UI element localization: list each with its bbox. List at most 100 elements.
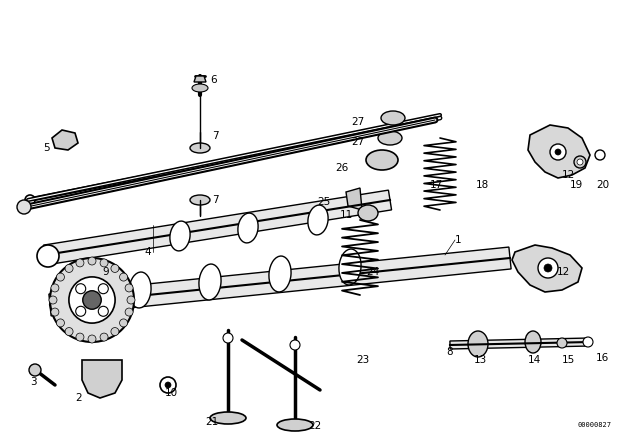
Polygon shape	[194, 76, 206, 82]
Text: 21: 21	[205, 417, 218, 427]
Circle shape	[51, 308, 59, 316]
Text: 27: 27	[352, 137, 365, 147]
Circle shape	[165, 382, 171, 388]
Circle shape	[111, 327, 119, 336]
Circle shape	[37, 245, 59, 267]
Polygon shape	[49, 247, 511, 316]
Circle shape	[538, 258, 558, 278]
Circle shape	[65, 327, 73, 336]
Text: 14: 14	[528, 355, 541, 365]
Text: 15: 15	[562, 355, 575, 365]
Circle shape	[595, 150, 605, 160]
Circle shape	[17, 200, 31, 214]
Ellipse shape	[525, 331, 541, 353]
Circle shape	[100, 259, 108, 267]
Ellipse shape	[468, 331, 488, 357]
Circle shape	[51, 284, 59, 292]
Circle shape	[120, 319, 127, 327]
Circle shape	[120, 273, 127, 281]
Text: 17: 17	[430, 180, 444, 190]
Polygon shape	[528, 125, 590, 178]
Ellipse shape	[277, 419, 313, 431]
Circle shape	[160, 377, 176, 393]
Text: 18: 18	[476, 180, 489, 190]
Text: 12: 12	[562, 170, 575, 180]
Circle shape	[223, 333, 233, 343]
Text: 22: 22	[308, 421, 321, 431]
Circle shape	[577, 159, 583, 165]
Polygon shape	[82, 360, 122, 398]
Circle shape	[76, 306, 86, 316]
Text: 2: 2	[75, 393, 82, 403]
Circle shape	[25, 195, 35, 205]
Ellipse shape	[199, 264, 221, 300]
Polygon shape	[44, 190, 392, 265]
Polygon shape	[512, 245, 582, 292]
Ellipse shape	[358, 205, 378, 221]
Circle shape	[550, 144, 566, 160]
Ellipse shape	[269, 256, 291, 292]
Ellipse shape	[366, 150, 398, 170]
Text: 16: 16	[596, 353, 609, 363]
Circle shape	[56, 273, 65, 281]
Ellipse shape	[381, 111, 405, 125]
Polygon shape	[450, 338, 590, 349]
Circle shape	[125, 284, 133, 292]
Ellipse shape	[190, 143, 210, 153]
Circle shape	[127, 296, 135, 304]
Text: 6: 6	[210, 75, 216, 85]
Text: 4: 4	[145, 247, 151, 257]
Ellipse shape	[190, 195, 210, 205]
Circle shape	[544, 264, 552, 272]
Circle shape	[557, 338, 567, 348]
Text: 27: 27	[352, 117, 365, 127]
Circle shape	[29, 364, 41, 376]
Circle shape	[76, 259, 84, 267]
Text: 23: 23	[356, 355, 369, 365]
Text: 20: 20	[596, 180, 609, 190]
Circle shape	[583, 337, 593, 347]
Ellipse shape	[378, 131, 402, 145]
Ellipse shape	[129, 272, 151, 308]
Ellipse shape	[170, 221, 190, 251]
Circle shape	[83, 291, 101, 309]
Text: 11: 11	[340, 210, 353, 220]
Text: 7: 7	[212, 131, 219, 141]
Circle shape	[111, 264, 119, 272]
Circle shape	[76, 333, 84, 341]
Text: 26: 26	[335, 163, 348, 173]
Ellipse shape	[238, 213, 258, 243]
Circle shape	[65, 264, 73, 272]
Text: 24: 24	[366, 267, 380, 277]
Text: 5: 5	[44, 143, 50, 153]
Circle shape	[56, 319, 65, 327]
Text: 00000827: 00000827	[577, 422, 611, 428]
Text: 25: 25	[317, 197, 330, 207]
Ellipse shape	[308, 205, 328, 235]
Polygon shape	[346, 188, 362, 210]
Circle shape	[555, 149, 561, 155]
Ellipse shape	[339, 249, 361, 285]
Ellipse shape	[210, 412, 246, 424]
Circle shape	[574, 156, 586, 168]
Text: 8: 8	[446, 347, 452, 357]
Circle shape	[50, 258, 134, 342]
Ellipse shape	[192, 84, 208, 92]
Circle shape	[88, 257, 96, 265]
Circle shape	[100, 333, 108, 341]
Circle shape	[88, 335, 96, 343]
Circle shape	[125, 308, 133, 316]
Text: 1: 1	[455, 235, 461, 245]
Text: 7: 7	[212, 195, 219, 205]
Polygon shape	[52, 130, 78, 150]
Text: 3: 3	[30, 377, 36, 387]
Circle shape	[49, 296, 57, 304]
Text: 13: 13	[474, 355, 487, 365]
Text: 10: 10	[165, 388, 178, 398]
Text: 12: 12	[557, 267, 570, 277]
Circle shape	[69, 277, 115, 323]
Circle shape	[290, 340, 300, 350]
Circle shape	[76, 284, 86, 294]
Circle shape	[99, 284, 108, 294]
Text: 9: 9	[102, 267, 109, 277]
